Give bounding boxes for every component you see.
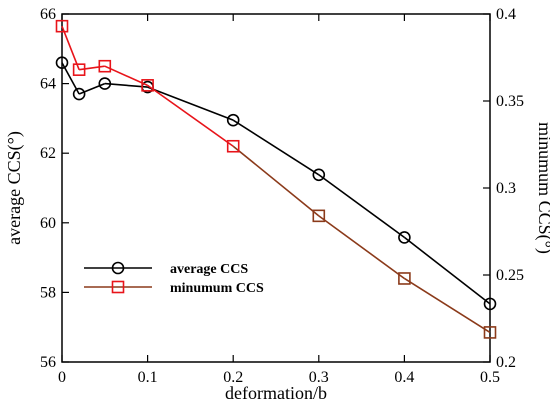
minimum-ccs-point: [312, 209, 326, 223]
x-tick-label: 0.1: [138, 369, 158, 386]
y-left-tick-label: 56: [40, 354, 56, 371]
x-tick-label: 0.4: [394, 369, 414, 386]
minimum-ccs-line-segment: [232, 145, 320, 217]
average-ccs-line-segment: [147, 86, 234, 121]
minimum-ccs-line-segment: [318, 215, 405, 280]
average-ccs-point: [72, 87, 86, 101]
y-left-axis-title: average CCS(°): [4, 131, 25, 245]
x-tick-label: 0.2: [223, 369, 243, 386]
average-ccs-point: [226, 113, 240, 127]
minimum-ccs-line-segment: [79, 65, 105, 71]
average-ccs-line-segment: [104, 82, 148, 88]
average-ccs-line-segment: [318, 174, 405, 239]
legend-label: average CCS: [170, 262, 248, 277]
y-right-tick-label: 0.3: [496, 180, 516, 197]
average-ccs-line-segment: [78, 82, 106, 95]
average-ccs-point: [483, 297, 497, 311]
minimum-ccs-point: [72, 63, 86, 76]
legend-square-marker: [111, 280, 125, 294]
minimum-ccs-point: [398, 272, 411, 285]
average-ccs-point: [55, 56, 69, 70]
minimum-ccs-point: [226, 139, 240, 153]
minimum-ccs-line-segment: [104, 65, 148, 87]
y-left-tick-label: 62: [40, 145, 56, 162]
minimum-ccs-point: [483, 326, 497, 339]
minimum-ccs-line-segment: [403, 277, 491, 334]
x-tick-label: 0.3: [309, 369, 329, 386]
y-right-tick-label: 0.4: [496, 6, 516, 23]
x-tick-label: 0: [58, 369, 66, 386]
minimum-ccs-line-segment: [61, 25, 80, 70]
y-left-tick-label: 66: [40, 6, 56, 23]
average-ccs-point: [98, 77, 112, 90]
plot-frame: [61, 13, 491, 363]
average-ccs-line-segment: [232, 119, 320, 176]
average-ccs-point: [312, 168, 326, 182]
y-right-tick-label: 0.35: [496, 93, 524, 110]
y-right-axis-title: minumum CCS(°): [534, 122, 550, 254]
minimum-ccs-point: [141, 79, 154, 92]
legend-label: minumum CCS: [170, 281, 264, 296]
y-left-tick-label: 58: [40, 284, 56, 301]
average-ccs-line-segment: [403, 236, 491, 305]
y-right-tick-label: 0.25: [496, 267, 524, 284]
average-ccs-point: [398, 231, 411, 244]
x-tick-label: 0.5: [480, 369, 500, 386]
legend-circle-marker: [111, 261, 125, 275]
y-right-tick-label: 0.2: [496, 354, 516, 371]
y-left-tick-label: 64: [40, 76, 56, 93]
x-axis-title: deformation/b: [225, 383, 327, 403]
y-left-tick-label: 60: [40, 215, 56, 232]
minimum-ccs-point: [98, 59, 112, 73]
minimum-ccs-line-segment: [147, 84, 234, 147]
minimum-ccs-point: [55, 19, 69, 33]
